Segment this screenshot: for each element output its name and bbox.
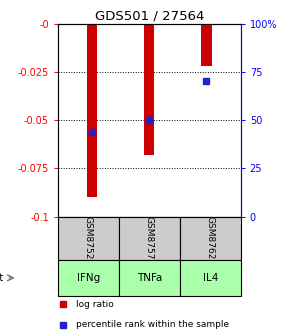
Text: GSM8752: GSM8752 <box>84 216 93 260</box>
Bar <box>119 217 180 260</box>
Bar <box>58 260 119 296</box>
Text: TNFa: TNFa <box>137 273 162 283</box>
Title: GDS501 / 27564: GDS501 / 27564 <box>95 9 204 23</box>
Bar <box>180 217 241 260</box>
Bar <box>180 260 241 296</box>
Bar <box>201 24 212 66</box>
Bar <box>119 260 180 296</box>
Text: GSM8757: GSM8757 <box>145 216 154 260</box>
Text: IFNg: IFNg <box>77 273 100 283</box>
Text: GSM8762: GSM8762 <box>206 216 215 260</box>
Bar <box>58 217 119 260</box>
Text: agent: agent <box>0 273 3 283</box>
Text: percentile rank within the sample: percentile rank within the sample <box>76 320 229 329</box>
Bar <box>144 24 155 155</box>
Text: IL4: IL4 <box>202 273 218 283</box>
Text: log ratio: log ratio <box>76 300 114 309</box>
Bar <box>87 24 97 197</box>
